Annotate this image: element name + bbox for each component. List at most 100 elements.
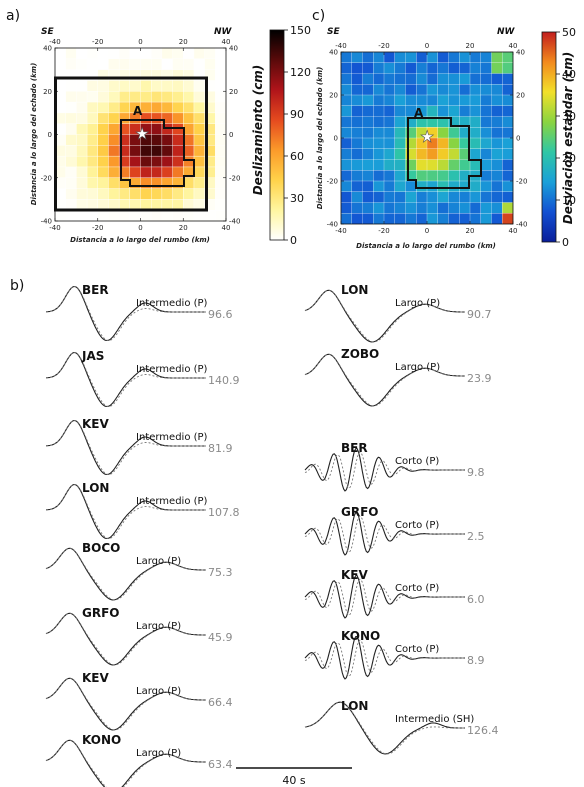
slip-cell (65, 47, 77, 60)
slip-cell (76, 209, 88, 222)
slip-cell (172, 166, 184, 179)
panel-a-label: a) (6, 8, 20, 24)
slip-cell (65, 58, 77, 71)
stddev-cell (480, 62, 492, 74)
x-tick-label-top: 0 (425, 42, 429, 50)
slip-cell (97, 166, 109, 179)
observed-waveform (45, 285, 206, 342)
stddev-cell (491, 105, 503, 117)
slip-cell (215, 134, 227, 146)
stddev-y-axis-label: Distancia a lo largo del echado (km) (316, 67, 324, 210)
stddev-cell (405, 202, 417, 214)
slip-cell (193, 123, 206, 135)
synthetic-waveform (304, 451, 465, 490)
stddev-cell (459, 191, 471, 203)
stddev-cell (383, 84, 396, 96)
slip-cell (65, 80, 77, 92)
slip-cell (108, 209, 120, 222)
stddev-cell (437, 73, 449, 85)
stddev-cell (340, 148, 353, 160)
stddev-cell (394, 213, 406, 225)
slip-cell (129, 188, 141, 200)
slip-cell (108, 134, 120, 146)
slip-cell (172, 209, 184, 222)
stddev-cell (351, 137, 363, 150)
slip-cell (86, 58, 99, 71)
slip-cell (172, 145, 184, 157)
slip-cell (129, 47, 141, 60)
stddev-cell (373, 170, 385, 182)
waveform-type-label: Corto (P) (395, 456, 439, 467)
observed-waveform (304, 511, 465, 556)
stddev-cell (383, 105, 396, 117)
observed-waveform (45, 483, 206, 540)
stddev-cell (394, 105, 406, 117)
stddev-cell (394, 137, 406, 150)
waveform-type-label: Largo (P) (395, 362, 440, 373)
stddev-cell (362, 213, 374, 225)
stddev-cell (437, 62, 449, 74)
y-tick-label-right: 20 (229, 88, 238, 96)
stddev-cell (502, 148, 514, 160)
stddev-cell (362, 170, 374, 182)
y-tick-label-right: -20 (229, 174, 240, 182)
stddev-cell (502, 94, 514, 107)
stddev-cell (469, 73, 482, 85)
stddev-cell (437, 191, 449, 203)
slip-cell (86, 112, 99, 125)
observed-waveform (45, 419, 206, 476)
stddev-cell (448, 137, 460, 150)
stddev-cell (373, 105, 385, 117)
slip-cell (215, 80, 227, 92)
slip-cell (76, 101, 88, 114)
stddev-cell (459, 62, 471, 74)
waveform-type-label: Largo (P) (136, 686, 181, 697)
stddev-cell (480, 51, 492, 64)
slip-cell (54, 58, 67, 71)
synthetic-waveform (45, 351, 206, 408)
stddev-cell (480, 191, 492, 203)
slip-cell (215, 209, 227, 222)
stddev-cell (351, 170, 363, 182)
stddev-cell (383, 116, 396, 128)
stddev-cell (362, 127, 374, 139)
x-tick-label-bottom: 40 (509, 227, 518, 235)
stddev-cell (469, 159, 482, 171)
observed-waveform (45, 739, 206, 787)
synthetic-waveform (45, 285, 206, 342)
stddev-cell (469, 137, 482, 150)
y-tick-label-left: -40 (327, 221, 338, 229)
slip-cell (97, 91, 109, 103)
stddev-cell (362, 94, 374, 107)
slip-cell (215, 47, 227, 60)
synthetic-waveform (304, 639, 465, 678)
stddev-cell (480, 84, 492, 96)
slip-cell (108, 123, 120, 135)
stddev-cell (459, 202, 471, 214)
slip-cell (108, 155, 120, 168)
colorbar-tick-label: 30 (290, 192, 304, 205)
synthetic-waveform (45, 419, 206, 476)
slip-cell (140, 58, 152, 71)
slip-cell (76, 188, 88, 200)
stddev-cell (383, 137, 396, 150)
slip-cell (97, 80, 109, 92)
stddev-cell (469, 180, 482, 193)
stddev-cell (351, 73, 363, 85)
slip-cell (193, 177, 206, 189)
stddev-cell (437, 170, 449, 182)
slip-cell (129, 80, 141, 92)
stddev-cell (340, 62, 353, 74)
slip-cell (86, 177, 99, 189)
slip-cell (215, 166, 227, 179)
slip-cell (172, 134, 184, 146)
slip-cell (118, 80, 131, 92)
stddev-cell (383, 73, 396, 85)
y-tick-label-left: 0 (334, 135, 338, 143)
stddev-cell (416, 213, 428, 225)
station-label: KONO (341, 629, 380, 643)
slip-cell (193, 155, 206, 168)
colorbar-tick-label: 120 (290, 66, 311, 79)
slip-cell (76, 112, 88, 125)
hypocenter-star-icon: ★ (420, 127, 434, 146)
